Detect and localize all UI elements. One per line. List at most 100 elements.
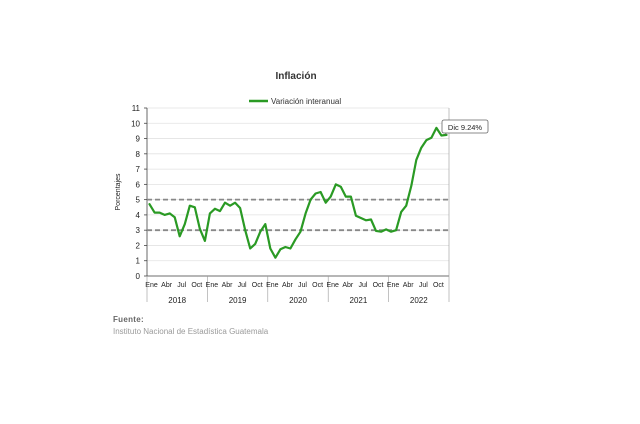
y-tick-label: 9 [136,135,141,144]
data-point [279,248,281,250]
x-year-label: 2018 [168,296,186,305]
data-point [415,159,417,161]
data-point [264,223,266,225]
data-point [430,137,432,139]
data-point [204,240,206,242]
x-month-label: Abr [282,282,294,289]
y-tick-label: 1 [136,257,141,266]
data-point [168,212,170,214]
data-point [214,208,216,210]
data-point [194,206,196,208]
y-tick-label: 3 [136,226,141,235]
data-point [284,246,286,248]
series-line-variacion-interanual [148,126,448,259]
x-month-label: Jul [177,282,186,289]
data-point [173,216,175,218]
annotation-label: Dic 9.24% [448,123,483,132]
y-axis-title: Porcentajes [115,173,122,210]
x-year-label: 2021 [350,296,368,305]
data-point [400,211,402,213]
data-point [153,211,155,213]
data-point [360,217,362,219]
annotation-box [441,119,489,134]
y-tick-label: 10 [131,119,140,128]
data-point [350,195,352,197]
data-point [385,228,387,230]
x-month-label: Ene [387,282,400,289]
x-month-label: Ene [145,282,158,289]
x-month-label: Abr [342,282,354,289]
data-point [435,127,437,129]
data-point [420,147,422,149]
data-point [299,231,301,233]
x-year-label: 2020 [289,296,307,305]
x-month-label: Abr [403,282,415,289]
data-point [304,212,306,214]
y-tick-label: 8 [136,150,141,159]
x-month-label: Ene [266,282,279,289]
x-month-label: Oct [312,282,323,289]
chart-title: Inflación [275,71,316,82]
x-month-label: Jul [419,282,428,289]
data-point [163,214,165,216]
x-year-label: 2019 [229,296,247,305]
data-point [380,231,382,233]
y-tick-label: 11 [132,104,141,113]
data-point [229,205,231,207]
data-point [355,214,357,216]
data-point [294,238,296,240]
data-point [330,195,332,197]
x-month-label: Jul [298,282,307,289]
chart-container: Inflación Variación interanual 0 1 2 3 4 5 6 7 8 9 1… [115,71,489,305]
data-point [410,185,412,187]
x-month-label: Ene [326,282,339,289]
x-month-label: Oct [433,282,444,289]
x-month-label: Jul [238,282,247,289]
data-point [179,235,181,237]
data-point [289,247,291,249]
source-note: Fuente: Instituto Nacional de Estadístic… [113,314,268,338]
legend-label: Variación interanual [271,97,341,106]
data-point [259,231,261,233]
x-year-label: 2022 [410,296,428,305]
data-point [309,198,311,200]
data-point [405,205,407,207]
data-point [335,183,337,185]
data-point [184,223,186,225]
data-point [365,219,367,221]
data-point [249,247,251,249]
data-point [340,185,342,187]
data-point [390,231,392,233]
data-point [239,207,241,209]
inflation-line-chart: Inflación Variación interanual 0 1 2 3 4 5 6 7 8 9 1… [115,71,489,305]
x-month-label: Oct [191,282,202,289]
x-month-label: Abr [161,282,173,289]
y-tick-label: 7 [136,165,141,174]
data-point [345,195,347,197]
x-month-label: Abr [222,282,234,289]
x-month-label: Jul [358,282,367,289]
x-month-label: Oct [252,282,263,289]
data-point [440,134,442,136]
data-point [254,243,256,245]
data-point [375,230,377,232]
x-month-label: Ene [206,282,219,289]
data-point [274,256,276,258]
data-point [189,205,191,207]
data-point [370,218,372,220]
data-point [244,229,246,231]
data-point [148,203,150,205]
data-point [219,210,221,212]
data-point [425,139,427,141]
data-point [324,201,326,203]
data-point [234,201,236,203]
data-point [319,191,321,193]
data-point [269,247,271,249]
data-point [314,192,316,194]
y-tick-label: 0 [136,272,141,281]
data-point [209,212,211,214]
source-label: Fuente: [113,315,144,324]
y-tick-label: 4 [136,211,141,220]
data-point [199,227,201,229]
data-point [158,211,160,213]
